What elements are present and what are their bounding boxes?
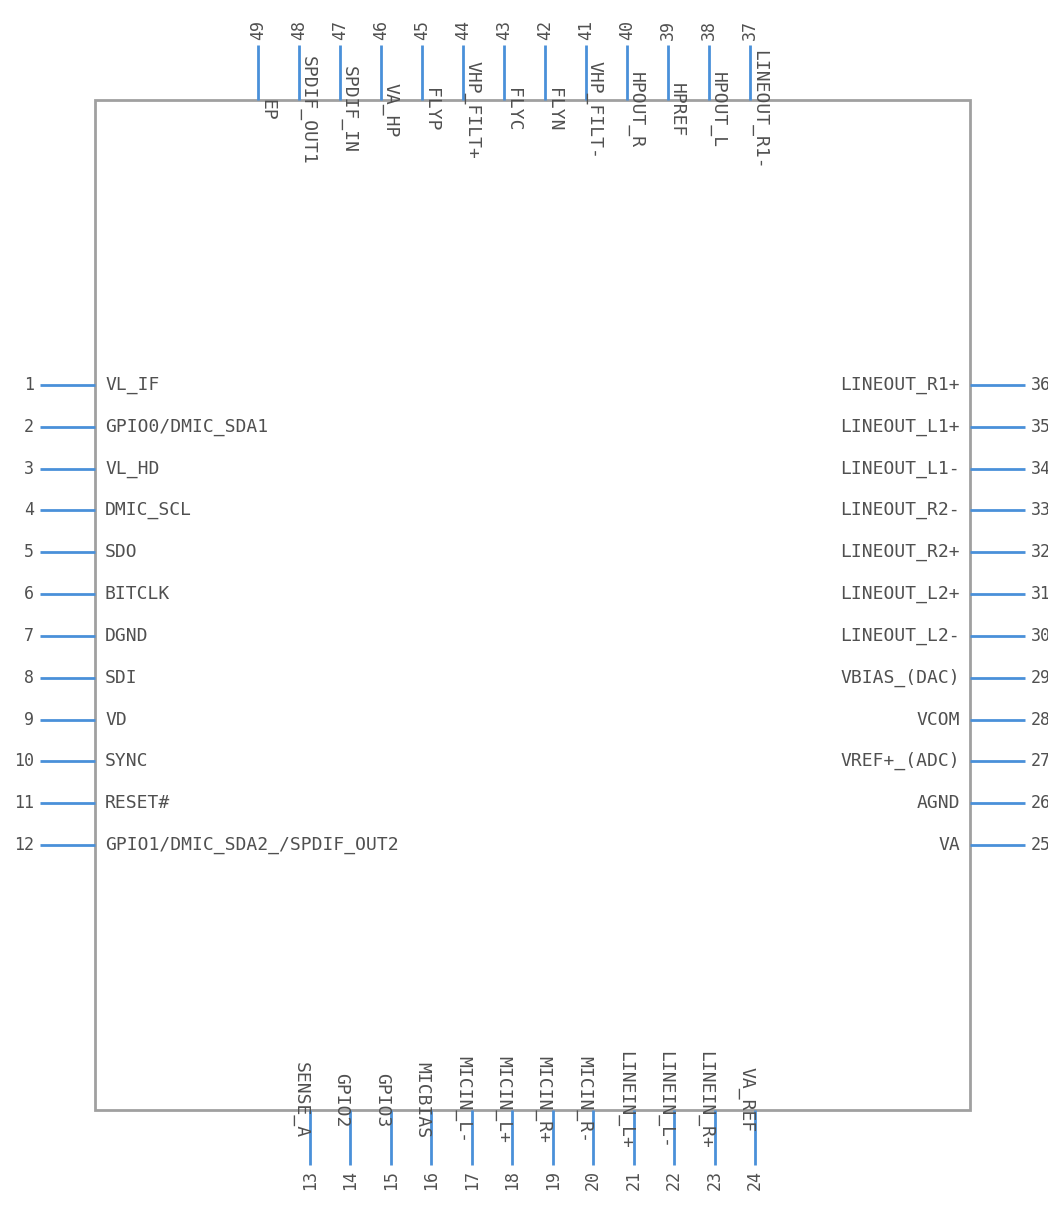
Text: 22: 22 <box>665 1171 683 1190</box>
Text: LINEOUT_L1-: LINEOUT_L1- <box>840 459 960 477</box>
Text: VA_HP: VA_HP <box>381 83 399 138</box>
Text: LINEOUT_R1+: LINEOUT_R1+ <box>840 376 960 394</box>
Text: 45: 45 <box>413 21 431 40</box>
Text: 49: 49 <box>249 21 267 40</box>
Text: 40: 40 <box>618 21 636 40</box>
Text: GPIO2: GPIO2 <box>332 1073 350 1127</box>
Text: 11: 11 <box>14 794 34 812</box>
Text: LINEOUT_L2-: LINEOUT_L2- <box>840 627 960 645</box>
Text: DGND: DGND <box>105 627 149 645</box>
Bar <box>95 100 970 1110</box>
Text: GPIO1/DMIC_SDA2_/SPDIF_OUT2: GPIO1/DMIC_SDA2_/SPDIF_OUT2 <box>105 836 398 854</box>
Text: VD: VD <box>105 710 127 728</box>
Text: 32: 32 <box>1031 544 1048 562</box>
Text: 20: 20 <box>584 1171 603 1190</box>
Text: LINEIN_L+: LINEIN_L+ <box>615 1051 634 1149</box>
Text: 47: 47 <box>331 21 349 40</box>
Text: 44: 44 <box>454 21 472 40</box>
Text: MICIN_R+: MICIN_R+ <box>534 1057 552 1144</box>
Text: GPIO0/DMIC_SDA1: GPIO0/DMIC_SDA1 <box>105 418 268 436</box>
Text: MICIN_L-: MICIN_L- <box>454 1057 472 1144</box>
Text: HPREF: HPREF <box>668 83 686 138</box>
Text: 34: 34 <box>1031 459 1048 477</box>
Text: VA_REF: VA_REF <box>737 1068 755 1133</box>
Text: 28: 28 <box>1031 710 1048 728</box>
Text: 24: 24 <box>746 1171 764 1190</box>
Text: 46: 46 <box>372 21 390 40</box>
Text: VBIAS_(DAC): VBIAS_(DAC) <box>840 668 960 687</box>
Text: 42: 42 <box>536 21 554 40</box>
Text: MICBIAS: MICBIAS <box>413 1062 432 1138</box>
Text: LINEOUT_L2+: LINEOUT_L2+ <box>840 585 960 603</box>
Text: LINEIN_L-: LINEIN_L- <box>656 1051 674 1149</box>
Text: FLYC: FLYC <box>504 88 522 132</box>
Text: VA: VA <box>938 836 960 854</box>
Text: VL_HD: VL_HD <box>105 459 159 477</box>
Text: SYNC: SYNC <box>105 753 149 771</box>
Text: HPOUT_R: HPOUT_R <box>627 72 645 149</box>
Text: SPDIF_IN: SPDIF_IN <box>340 66 358 153</box>
Text: 43: 43 <box>495 21 514 40</box>
Text: 4: 4 <box>24 501 34 519</box>
Text: 39: 39 <box>659 21 677 40</box>
Text: LINEOUT_R1-: LINEOUT_R1- <box>750 51 768 170</box>
Text: 41: 41 <box>577 21 595 40</box>
Text: DMIC_SCL: DMIC_SCL <box>105 501 192 519</box>
Text: GPIO3: GPIO3 <box>373 1073 391 1127</box>
Text: SDO: SDO <box>105 544 137 562</box>
Text: 30: 30 <box>1031 627 1048 645</box>
Text: 2: 2 <box>24 418 34 436</box>
Text: 13: 13 <box>301 1171 319 1190</box>
Text: 37: 37 <box>741 21 759 40</box>
Text: 9: 9 <box>24 710 34 728</box>
Text: RESET#: RESET# <box>105 794 170 812</box>
Text: 12: 12 <box>14 836 34 854</box>
Text: 15: 15 <box>381 1171 400 1190</box>
Text: SPDIF_OUT1: SPDIF_OUT1 <box>299 56 316 164</box>
Text: 8: 8 <box>24 669 34 686</box>
Text: 21: 21 <box>625 1171 642 1190</box>
Text: MICIN_R-: MICIN_R- <box>575 1057 593 1144</box>
Text: 25: 25 <box>1031 836 1048 854</box>
Text: 7: 7 <box>24 627 34 645</box>
Text: LINEIN_R+: LINEIN_R+ <box>697 1051 715 1149</box>
Text: 6: 6 <box>24 585 34 603</box>
Text: 23: 23 <box>705 1171 723 1190</box>
Text: 31: 31 <box>1031 585 1048 603</box>
Text: AGND: AGND <box>917 794 960 812</box>
Text: VREF+_(ADC): VREF+_(ADC) <box>840 753 960 771</box>
Text: VL_IF: VL_IF <box>105 376 159 394</box>
Text: 3: 3 <box>24 459 34 477</box>
Text: FLYN: FLYN <box>545 88 563 132</box>
Text: 1: 1 <box>24 376 34 394</box>
Text: EP: EP <box>258 99 276 121</box>
Text: VHP_FILT-: VHP_FILT- <box>586 62 604 159</box>
Text: 29: 29 <box>1031 669 1048 686</box>
Text: 26: 26 <box>1031 794 1048 812</box>
Text: 10: 10 <box>14 753 34 771</box>
Text: LINEOUT_L1+: LINEOUT_L1+ <box>840 418 960 436</box>
Text: FLYP: FLYP <box>422 88 440 132</box>
Text: MICIN_L+: MICIN_L+ <box>495 1057 512 1144</box>
Text: 16: 16 <box>422 1171 440 1190</box>
Text: 35: 35 <box>1031 418 1048 436</box>
Text: SENSE_A: SENSE_A <box>292 1062 310 1138</box>
Text: 33: 33 <box>1031 501 1048 519</box>
Text: 17: 17 <box>463 1171 481 1190</box>
Text: BITCLK: BITCLK <box>105 585 170 603</box>
Text: SDI: SDI <box>105 669 137 686</box>
Text: LINEOUT_R2+: LINEOUT_R2+ <box>840 544 960 562</box>
Text: 36: 36 <box>1031 376 1048 394</box>
Text: VHP_FILT+: VHP_FILT+ <box>463 62 481 159</box>
Text: 14: 14 <box>342 1171 359 1190</box>
Text: 48: 48 <box>290 21 308 40</box>
Text: HPOUT_L: HPOUT_L <box>709 72 727 149</box>
Text: LINEOUT_R2-: LINEOUT_R2- <box>840 501 960 519</box>
Text: 27: 27 <box>1031 753 1048 771</box>
Text: 18: 18 <box>503 1171 521 1190</box>
Text: 5: 5 <box>24 544 34 562</box>
Text: 19: 19 <box>544 1171 562 1190</box>
Text: VCOM: VCOM <box>917 710 960 728</box>
Text: 38: 38 <box>700 21 718 40</box>
